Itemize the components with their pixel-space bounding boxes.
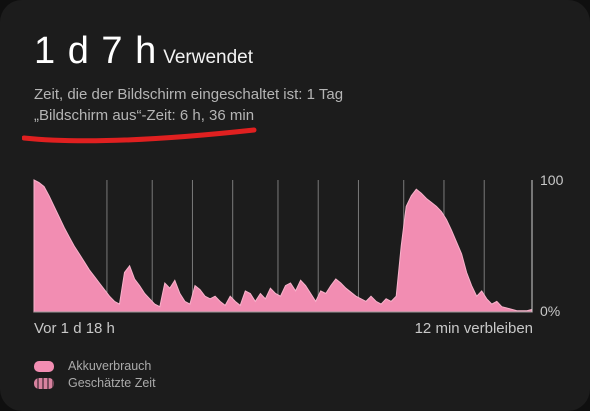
red-underline-annotation <box>22 127 257 144</box>
legend-estimated-time: Geschätzte Zeit <box>34 376 156 390</box>
screen-off-time: „Bildschirm aus“-Zeit: 6 h, 36 min <box>34 107 255 124</box>
legend-battery-usage: Akkuverbrauch <box>34 359 151 373</box>
screen-on-time: Zeit, die der Bildschirm eingeschaltet i… <box>34 86 344 103</box>
legend-label-usage: Akkuverbrauch <box>68 359 152 373</box>
battery-usage-area <box>33 179 533 313</box>
legend-swatch-estimated <box>34 377 54 389</box>
x-label-start: Vor 1 d 18 h <box>34 320 115 337</box>
x-label-end: 12 min verbleiben <box>414 320 533 337</box>
usage-headline: 1 d 7 h Verwendet <box>34 30 253 73</box>
legend-swatch-usage <box>34 360 54 372</box>
y-tick-max: 100 <box>540 172 564 188</box>
legend-label-estimated: Geschätzte Zeit <box>68 376 156 390</box>
y-tick-min: 0% <box>540 303 561 319</box>
usage-total: 1 d 7 h <box>34 30 158 72</box>
usage-unit-label: Verwendet <box>163 47 254 68</box>
